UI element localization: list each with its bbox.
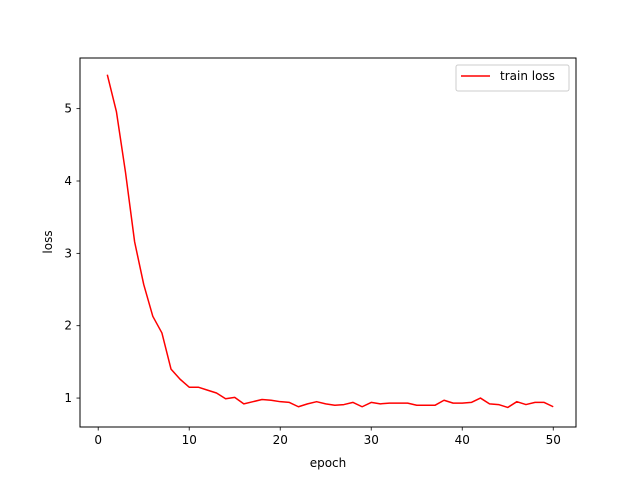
series-line-train-loss bbox=[106, 74, 554, 409]
y-tick-label: 4 bbox=[64, 174, 72, 188]
x-tick-label: 10 bbox=[182, 433, 197, 447]
axes-frame bbox=[79, 57, 577, 428]
series-lines bbox=[106, 74, 554, 409]
x-tick-label: 30 bbox=[364, 433, 379, 447]
y-tick-label: 3 bbox=[64, 246, 72, 260]
plot-area bbox=[79, 57, 577, 428]
y-tick-label: 5 bbox=[64, 102, 72, 116]
x-tick-label: 0 bbox=[94, 433, 102, 447]
x-axis-ticks: 0 10 20 30 40 50 bbox=[94, 427, 561, 447]
y-axis-label: loss bbox=[41, 230, 55, 253]
y-tick-label: 2 bbox=[64, 319, 72, 333]
x-axis-label: epoch bbox=[310, 456, 347, 470]
x-tick-label: 50 bbox=[546, 433, 561, 447]
y-axis-ticks: 1 2 3 4 5 bbox=[64, 102, 80, 405]
y-tick-label: 1 bbox=[64, 391, 72, 405]
x-tick-label: 20 bbox=[273, 433, 288, 447]
x-tick-label: 40 bbox=[455, 433, 470, 447]
legend-box bbox=[455, 64, 570, 92]
legend-label-train-loss: train loss bbox=[500, 69, 555, 83]
legend: train loss bbox=[455, 64, 570, 92]
